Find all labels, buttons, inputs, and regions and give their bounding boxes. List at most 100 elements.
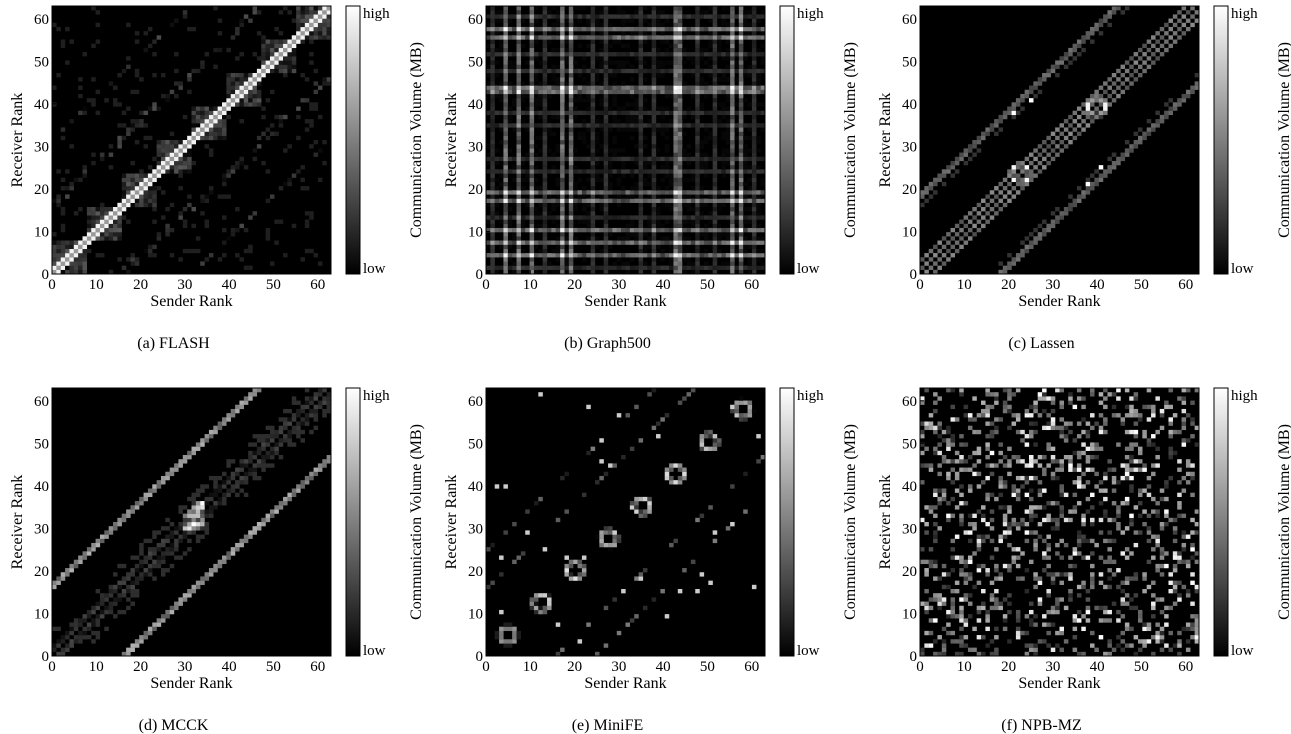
- heatmap-cell: [699, 106, 705, 111]
- heatmap-cell: [594, 253, 600, 258]
- heatmap-cell: [134, 173, 140, 178]
- y-axis-label: Receiver Rank: [9, 475, 26, 570]
- heatmap-cell: [651, 186, 657, 191]
- heatmap-cell: [594, 177, 600, 183]
- heatmap-cell: [712, 173, 718, 178]
- heatmap-cell: [1050, 64, 1056, 69]
- heatmap-cell: [760, 227, 766, 233]
- heatmap-cell: [1137, 47, 1143, 53]
- heatmap-cell: [99, 614, 105, 619]
- heatmap-cell: [712, 261, 718, 266]
- heatmap-cell: [712, 190, 718, 195]
- heatmap-cell: [143, 190, 149, 195]
- y-tick-label: 60: [34, 12, 49, 28]
- heatmap-cell: [174, 152, 179, 157]
- heatmap-cell: [738, 177, 744, 183]
- heatmap-cell: [920, 194, 925, 199]
- heatmap-cell: [1159, 52, 1165, 57]
- heatmap-cell: [730, 89, 735, 95]
- heatmap-cell: [730, 110, 735, 116]
- heatmap-cell: [52, 261, 57, 266]
- heatmap-cell: [638, 194, 644, 199]
- heatmap-cell: [204, 106, 210, 111]
- heatmap-cell: [669, 463, 674, 468]
- heatmap-cell: [743, 169, 748, 174]
- heatmap-cell: [998, 119, 1003, 124]
- heatmap-cell: [963, 148, 969, 153]
- heatmap-cell: [486, 265, 491, 270]
- heatmap-cell: [252, 98, 258, 103]
- heatmap-cell: [313, 10, 319, 15]
- heatmap-cell: [126, 173, 131, 178]
- heatmap-cell: [699, 253, 705, 258]
- heatmap-cell: [590, 6, 596, 11]
- heatmap-cell: [1042, 156, 1047, 162]
- heatmap-cell: [213, 6, 218, 11]
- heatmap-cell: [256, 102, 262, 107]
- heatmap-cell: [555, 81, 561, 86]
- heatmap-cell: [695, 6, 700, 11]
- heatmap-cell: [165, 169, 170, 174]
- heatmap-cell: [529, 190, 535, 195]
- heatmap-cell: [178, 169, 183, 174]
- heatmap-cell: [252, 392, 258, 397]
- heatmap-cell: [638, 47, 644, 53]
- heatmap-cell: [108, 269, 114, 275]
- heatmap-cell: [747, 10, 753, 15]
- heatmap-cell: [1085, 106, 1091, 111]
- heatmap-cell: [269, 438, 275, 443]
- heatmap-cell: [139, 181, 144, 187]
- heatmap-cell: [256, 77, 262, 82]
- heatmap-cell: [743, 253, 748, 258]
- heatmap-cell: [1116, 93, 1121, 99]
- heatmap-cell: [300, 31, 305, 36]
- heatmap-cell: [265, 60, 271, 65]
- heatmap-cell: [165, 148, 170, 153]
- heatmap-cell: [235, 31, 240, 36]
- heatmap-cell: [160, 614, 166, 619]
- heatmap-cell: [621, 127, 626, 132]
- heatmap-cell: [230, 551, 236, 556]
- heatmap-cell: [638, 93, 644, 99]
- heatmap-cell: [243, 81, 249, 86]
- heatmap-cell: [738, 39, 744, 44]
- heatmap-cell: [169, 152, 175, 157]
- heatmap-cell: [756, 253, 761, 258]
- heatmap-cell: [204, 434, 210, 439]
- heatmap-cell: [317, 14, 323, 19]
- heatmap-cell: [677, 127, 683, 132]
- heatmap-cell: [712, 177, 718, 183]
- heatmap-cell: [599, 248, 604, 254]
- heatmap-cell: [1055, 144, 1060, 149]
- heatmap-cell: [1181, 98, 1187, 103]
- heatmap-cell: [638, 52, 644, 57]
- heatmap-cell: [525, 156, 530, 162]
- heatmap-cell: [86, 614, 92, 619]
- heatmap-cell: [695, 257, 700, 262]
- heatmap-cell: [590, 106, 596, 111]
- heatmap-cell: [503, 622, 508, 627]
- heatmap-cell: [222, 119, 227, 124]
- heatmap-cell: [664, 227, 670, 233]
- heatmap-cell: [669, 198, 674, 203]
- heatmap-cell: [708, 169, 713, 174]
- heatmap-cell: [213, 429, 218, 435]
- heatmap-cell: [287, 429, 292, 435]
- heatmap-cell: [634, 501, 639, 506]
- heatmap-cell: [178, 165, 183, 170]
- heatmap-cell: [712, 35, 718, 40]
- heatmap-cell: [542, 605, 548, 611]
- heatmap-cell: [621, 26, 626, 32]
- heatmap-cell: [117, 522, 122, 527]
- heatmap-cell: [1002, 177, 1008, 183]
- heatmap-cell: [703, 202, 709, 208]
- heatmap-cell: [1076, 52, 1082, 57]
- heatmap-cell: [1055, 215, 1060, 220]
- heatmap-cell: [690, 215, 696, 220]
- heatmap-cell: [564, 106, 569, 111]
- heatmap-cell: [52, 580, 57, 585]
- heatmap-cell: [486, 190, 491, 195]
- heatmap-cell: [538, 110, 543, 116]
- heatmap-cell: [699, 110, 705, 116]
- heatmap-cell: [695, 89, 700, 95]
